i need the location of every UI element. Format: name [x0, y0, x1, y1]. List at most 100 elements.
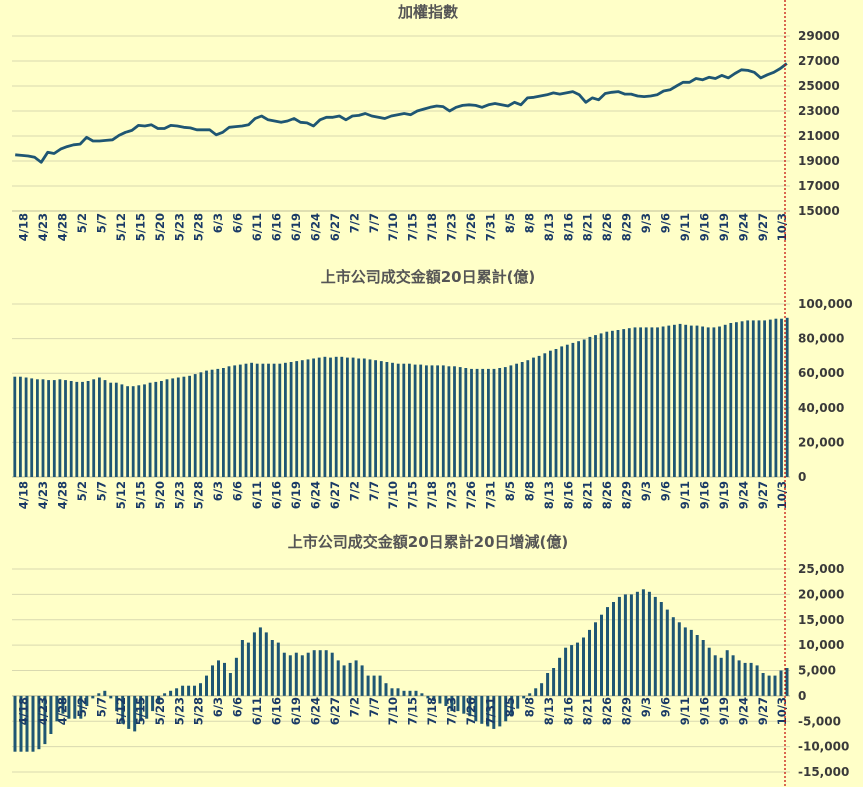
bar	[385, 362, 389, 477]
bar	[719, 657, 723, 696]
x-tick-label: 7/7	[367, 481, 381, 501]
bar	[570, 645, 574, 696]
bar	[707, 647, 711, 696]
x-tick-label: 5/2	[75, 481, 89, 501]
bar	[342, 665, 346, 696]
x-tick-label: 7/26	[464, 213, 478, 241]
bar	[227, 366, 231, 477]
bar	[470, 368, 473, 477]
y-tick-label: 0	[798, 689, 806, 703]
x-tick-label: 6/27	[328, 213, 342, 241]
bar	[436, 365, 439, 477]
x-tick-label: 5/12	[114, 481, 128, 509]
bar	[165, 379, 169, 477]
bar	[240, 640, 244, 696]
x-tick-label: 6/11	[250, 213, 264, 241]
y-tick-label: 10,000	[798, 638, 844, 652]
bar	[61, 695, 65, 714]
bar	[659, 602, 663, 696]
x-tick-label: 7/26	[464, 697, 478, 725]
bar	[633, 327, 637, 477]
bar	[114, 382, 118, 477]
bar	[588, 336, 592, 477]
bar	[419, 364, 423, 477]
bar	[336, 660, 340, 696]
bar	[673, 324, 676, 477]
x-tick-label: 5/7	[95, 697, 109, 717]
x-tick-label: 6/16	[270, 213, 284, 241]
bar	[746, 320, 750, 477]
bar	[323, 356, 327, 477]
bar	[617, 596, 621, 696]
y-tick-label: 21000	[798, 129, 840, 143]
y-tick-label: 20,000	[798, 435, 844, 449]
x-tick-label: 5/23	[172, 481, 186, 509]
bar	[188, 375, 191, 477]
bar	[357, 358, 361, 477]
bar	[612, 602, 615, 696]
chart-title: 上市公司成交金額20日累計(億)	[321, 268, 536, 286]
x-tick-label: 7/10	[386, 481, 400, 509]
x-tick-label: 4/28	[56, 481, 70, 509]
bar	[306, 652, 310, 696]
bar	[318, 650, 322, 696]
x-tick-label: 5/20	[153, 697, 167, 725]
bar	[261, 363, 265, 477]
bar	[588, 629, 591, 696]
bar	[244, 363, 248, 477]
x-tick-label: 8/29	[620, 481, 634, 509]
bar	[616, 330, 620, 477]
bar	[622, 329, 626, 477]
y-tick-label: 17000	[798, 179, 840, 193]
x-tick-label: 7/23	[445, 697, 459, 725]
bar	[360, 665, 364, 696]
bar	[306, 359, 310, 477]
bar	[731, 655, 735, 696]
bar	[510, 695, 514, 717]
bar	[509, 365, 513, 477]
x-tick-label: 6/3	[211, 213, 225, 233]
y-tick-label: 80,000	[798, 332, 844, 346]
bar	[671, 617, 675, 696]
x-tick-label: 5/28	[192, 481, 206, 509]
x-tick-label: 9/27	[756, 697, 770, 725]
x-tick-label: 4/18	[17, 697, 31, 725]
bar	[444, 695, 448, 706]
bar	[558, 657, 562, 696]
bar	[647, 591, 651, 696]
bar	[639, 327, 642, 477]
x-tick-label: 9/3	[639, 481, 653, 501]
bar	[163, 693, 167, 696]
bar	[36, 379, 39, 477]
bar	[729, 323, 733, 477]
bar	[623, 594, 627, 696]
bar	[532, 357, 535, 477]
bar	[450, 695, 454, 712]
bar	[276, 642, 280, 696]
bar	[737, 660, 741, 696]
bar	[246, 642, 250, 696]
x-tick-label: 9/19	[717, 481, 731, 509]
bar	[86, 381, 90, 477]
x-tick-label: 5/7	[95, 213, 109, 233]
x-tick-label: 8/26	[600, 213, 614, 241]
x-tick-label: 8/29	[620, 697, 634, 725]
x-tick-label: 6/6	[231, 213, 245, 233]
bar	[282, 652, 286, 696]
bar	[396, 688, 400, 696]
bar	[115, 695, 119, 712]
x-tick-label: 8/21	[581, 481, 595, 509]
bar	[67, 695, 71, 719]
bar	[160, 381, 163, 477]
bar	[329, 357, 332, 477]
bar	[390, 688, 394, 696]
x-tick-label: 9/11	[678, 213, 692, 241]
bar	[324, 650, 328, 696]
y-tick-label: -15,000	[798, 765, 849, 779]
bar	[689, 629, 693, 696]
bar	[126, 386, 129, 477]
bar	[554, 349, 558, 477]
bar	[97, 693, 101, 696]
x-tick-label: 8/21	[581, 213, 595, 241]
bar	[300, 360, 304, 477]
